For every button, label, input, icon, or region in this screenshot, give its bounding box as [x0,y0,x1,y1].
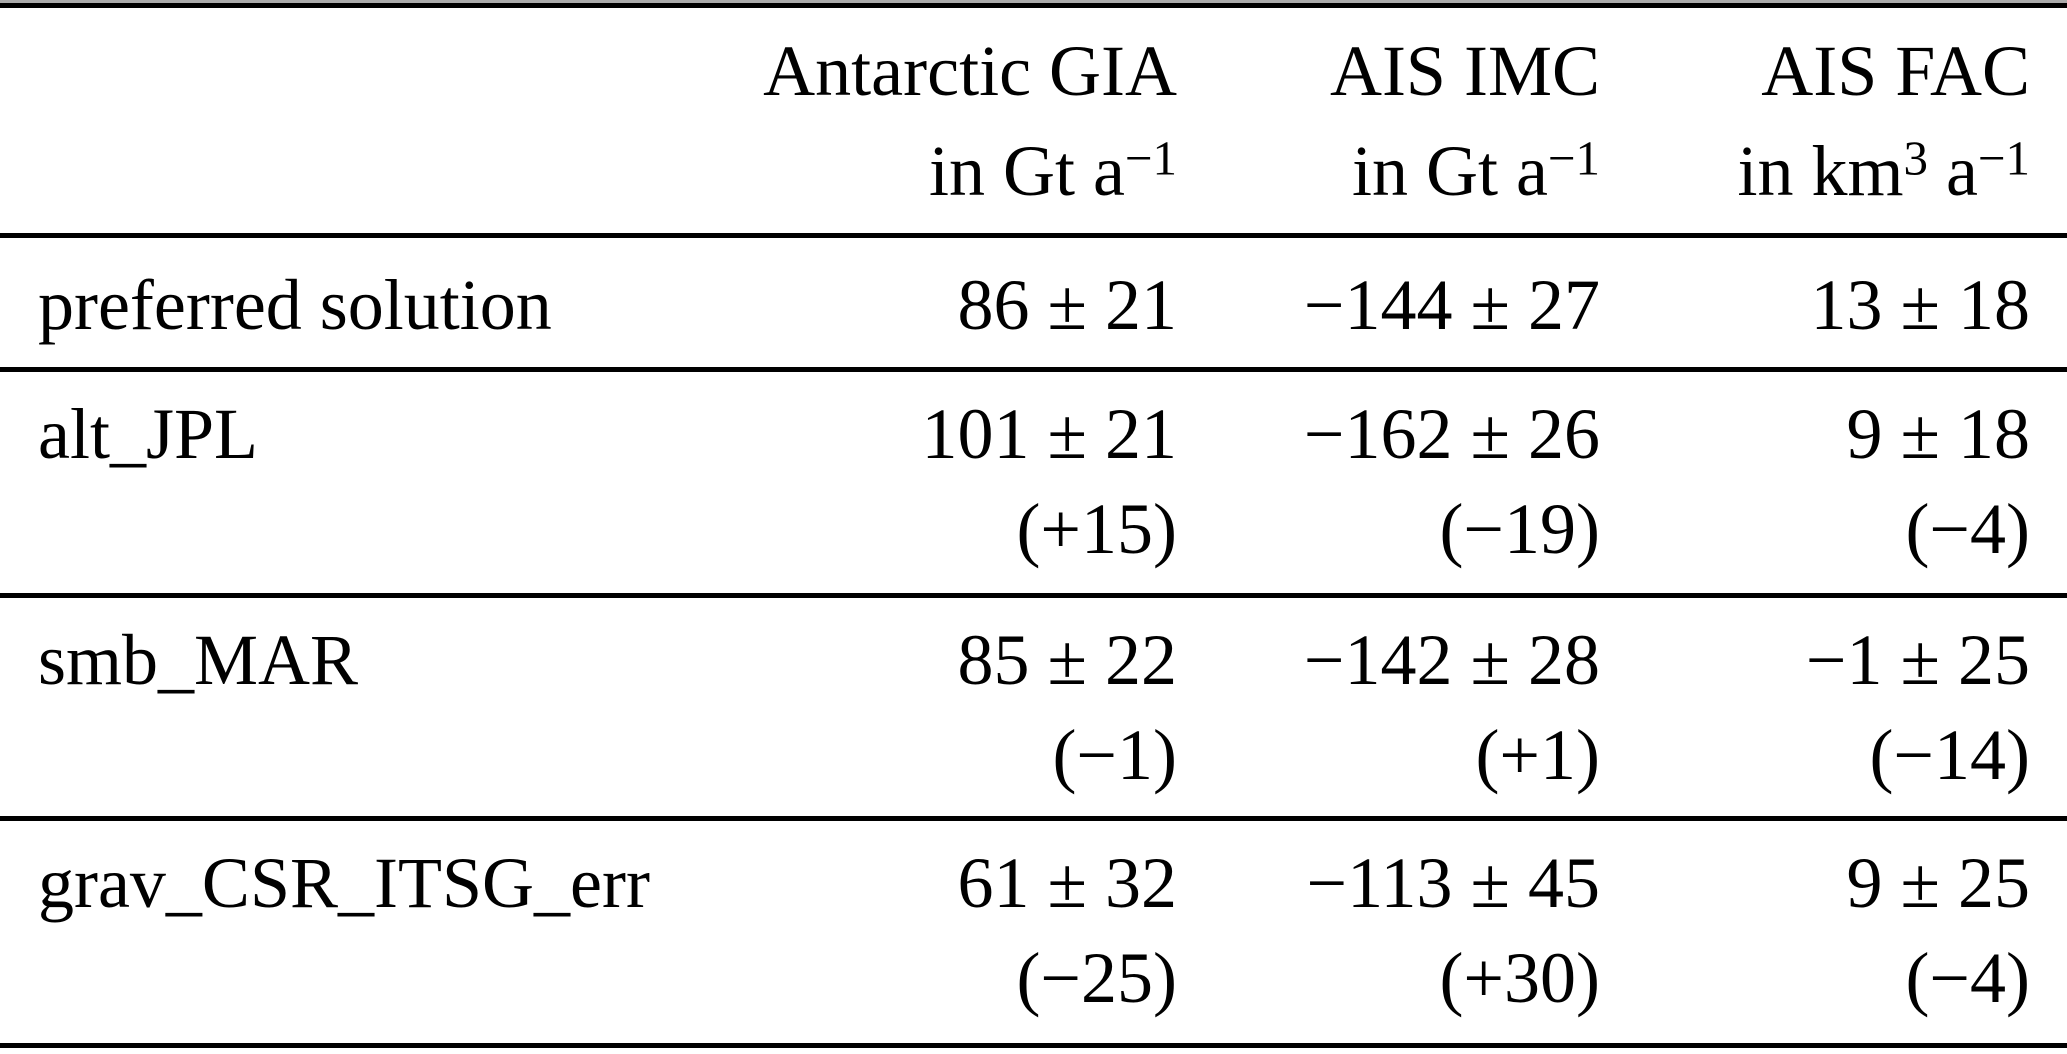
row-label: alt_JPL [38,394,259,474]
value-cell: 13 ± 18 [1600,238,2067,367]
cell-delta: (−25) [1016,938,1177,1018]
cell-delta: (+30) [1439,938,1600,1018]
cell-value: −142 ± 28 [1303,620,1600,700]
cell-value: 85 ± 22 [957,620,1177,700]
header-unit: in km3 a−1 [1737,129,2030,211]
row-separator-rule [0,816,2067,821]
header-title: AIS FAC [1761,30,2030,111]
label-cell: grav_CSR_ITSG_err [0,821,680,1043]
row-label: smb_MAR [38,620,359,700]
cell-delta: (+15) [1016,489,1177,569]
cell-value: 101 ± 21 [921,394,1177,474]
label-cell: alt_JPL [0,372,680,593]
label-cell: preferred solution [0,238,680,367]
row-label: grav_CSR_ITSG_err [38,843,650,923]
value-cell: 9 ± 25 (−4) [1600,821,2067,1043]
label-cell: smb_MAR [0,598,680,816]
row-label: preferred solution [38,265,552,345]
value-cell: 85 ± 22 (−1) [680,598,1177,816]
value-cell: 101 ± 21 (+15) [680,372,1177,593]
cell-value: 86 ± 21 [957,265,1177,345]
header-corner-cell [0,8,680,233]
cell-value: −162 ± 26 [1303,394,1600,474]
cell-value: 9 ± 18 [1846,394,2030,474]
cell-value: 9 ± 25 [1846,843,2030,923]
cell-delta: (+1) [1475,715,1600,795]
table-top-rule-outer [0,0,2067,3]
cell-value: −1 ± 25 [1805,620,2030,700]
row-separator-rule [0,593,2067,598]
table-row: preferred solution 86 ± 21 −144 ± 27 13 … [0,238,2067,367]
value-cell: 86 ± 21 [680,238,1177,367]
value-cell: 61 ± 32 (−25) [680,821,1177,1043]
table-top-rule [0,3,2067,8]
cell-delta: (−4) [1905,938,2030,1018]
value-cell: −142 ± 28 (+1) [1177,598,1600,816]
value-cell: −1 ± 25 (−14) [1600,598,2067,816]
header-cell: AIS IMC in Gt a−1 [1177,8,1600,233]
cell-delta: (−1) [1052,715,1177,795]
cell-delta: (−19) [1439,489,1600,569]
value-cell: −144 ± 27 [1177,238,1600,367]
header-cell: AIS FAC in km3 a−1 [1600,8,2067,233]
cell-value: −113 ± 45 [1306,843,1600,923]
row-separator-rule [0,233,2067,238]
cell-value: 13 ± 18 [1810,265,2030,345]
header-unit: in Gt a−1 [928,129,1177,211]
value-cell: −162 ± 26 (−19) [1177,372,1600,593]
header-title: AIS IMC [1329,30,1600,111]
header-cell: Antarctic GIA in Gt a−1 [680,8,1177,233]
table-row: alt_JPL 101 ± 21 (+15) −162 ± 26 (−19) 9… [0,372,2067,593]
cell-delta: (−4) [1905,489,2030,569]
table-row: smb_MAR 85 ± 22 (−1) −142 ± 28 (+1) −1 ±… [0,598,2067,816]
table-header-row: Antarctic GIA in Gt a−1 AIS IMC in Gt a−… [0,8,2067,233]
cell-value: 61 ± 32 [957,843,1177,923]
cell-value: −144 ± 27 [1303,265,1600,345]
table-row: grav_CSR_ITSG_err 61 ± 32 (−25) −113 ± 4… [0,821,2067,1043]
value-cell: 9 ± 18 (−4) [1600,372,2067,593]
header-title: Antarctic GIA [763,30,1177,111]
cell-delta: (−14) [1869,715,2030,795]
row-separator-rule [0,367,2067,372]
header-unit: in Gt a−1 [1351,129,1600,211]
table-bottom-rule [0,1043,2067,1048]
value-cell: −113 ± 45 (+30) [1177,821,1600,1043]
